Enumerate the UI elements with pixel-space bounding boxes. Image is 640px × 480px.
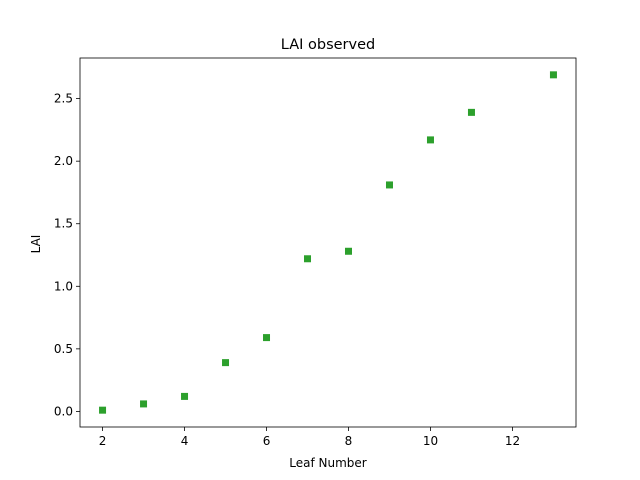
y-tick-label: 0.0 bbox=[54, 404, 73, 418]
x-tick-label: 10 bbox=[423, 434, 438, 448]
y-tick-label: 2.5 bbox=[54, 92, 73, 106]
data-point bbox=[222, 359, 230, 367]
data-point bbox=[549, 71, 557, 79]
data-point bbox=[263, 334, 271, 342]
x-tick-label: 6 bbox=[263, 434, 271, 448]
x-axis-label: Leaf Number bbox=[289, 456, 367, 470]
data-point bbox=[304, 255, 312, 263]
x-tick-label: 12 bbox=[505, 434, 520, 448]
y-tick-label: 1.0 bbox=[54, 279, 73, 293]
data-point bbox=[467, 108, 475, 116]
data-point bbox=[344, 247, 352, 255]
plot-area: 2 4 6 8 10 12 0.0 0.5 1.0 1.5 2.0 2.5 bbox=[54, 57, 577, 448]
axes-frame bbox=[79, 57, 577, 428]
x-tick-label: 4 bbox=[181, 434, 189, 448]
x-tick-label: 8 bbox=[345, 434, 353, 448]
y-tick-label: 2.0 bbox=[54, 154, 73, 168]
data-point bbox=[181, 392, 189, 400]
y-tick-label: 0.5 bbox=[54, 342, 73, 356]
data-point bbox=[140, 400, 148, 408]
y-tick-label: 1.5 bbox=[54, 217, 73, 231]
x-tick-label: 2 bbox=[99, 434, 107, 448]
data-point bbox=[385, 181, 393, 189]
data-point bbox=[426, 136, 434, 144]
data-point bbox=[99, 406, 107, 414]
y-axis-label: LAI bbox=[29, 235, 43, 254]
chart-title: LAI observed bbox=[281, 37, 375, 53]
